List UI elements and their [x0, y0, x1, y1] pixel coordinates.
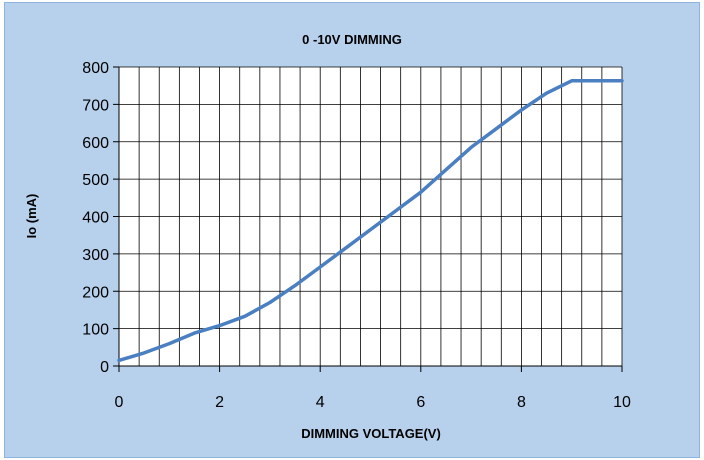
x-tick-label: 6 [416, 394, 425, 411]
x-tick-label: 4 [316, 394, 325, 411]
y-axis-title: Io (mA) [24, 194, 39, 239]
y-tick-label: 300 [82, 247, 109, 264]
y-tick-label: 800 [82, 60, 109, 77]
y-tick-label: 600 [82, 135, 109, 152]
series-layer [117, 79, 624, 363]
chart-title: 0 -10V DIMMING [302, 32, 402, 47]
x-tick-label: 2 [215, 394, 224, 411]
y-tick-label: 400 [82, 210, 109, 227]
y-tick-label: 700 [82, 97, 109, 114]
x-tick-label: 8 [517, 394, 526, 411]
y-tick-label: 100 [82, 322, 109, 339]
x-tick-label: 0 [115, 394, 124, 411]
x-tick-label: 10 [613, 394, 631, 411]
series-line [117, 79, 624, 363]
x-axis-title: DIMMING VOLTAGE(V) [301, 426, 441, 441]
axis-layer [113, 66, 623, 372]
grid-layer [118, 66, 623, 367]
y-tick-label: 200 [82, 284, 109, 301]
y-tick-label: 0 [100, 359, 109, 376]
label-layer: 0 100 200 300 400 500 600 700 800 0 2 4 6 8 10 [82, 60, 631, 411]
y-tick-label: 500 [82, 172, 109, 189]
